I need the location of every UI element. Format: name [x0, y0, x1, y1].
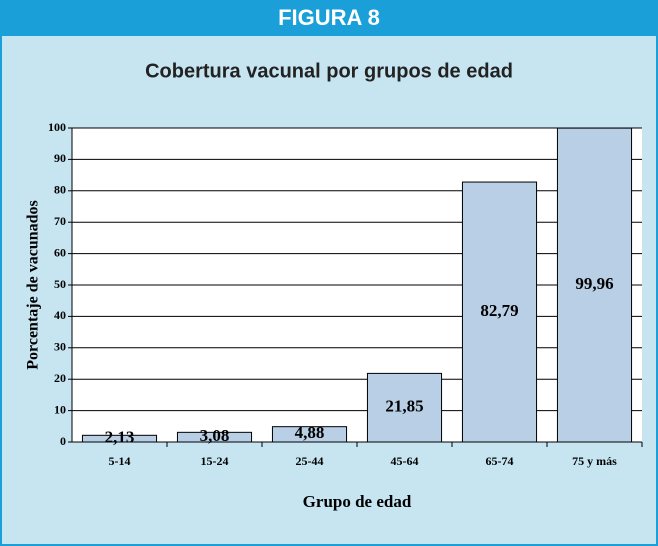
y-tick-label: 0	[60, 434, 66, 448]
data-label: 82,79	[480, 301, 518, 320]
x-tick-label: 5-14	[109, 454, 131, 468]
y-tick-label: 100	[48, 120, 66, 134]
bar	[176, 431, 253, 443]
bar	[556, 127, 633, 443]
data-label: 3,08	[200, 426, 230, 445]
y-tick-label: 40	[54, 308, 66, 322]
bar	[81, 434, 158, 443]
bar	[271, 426, 348, 443]
figure-label: FIGURA 8	[278, 5, 380, 30]
chart-title: Cobertura vacunal por grupos de edad	[145, 60, 513, 82]
y-tick-label: 20	[54, 371, 66, 385]
x-tick-label: 45-64	[391, 454, 419, 468]
data-label: 21,85	[385, 397, 423, 416]
x-tick-label: 25-44	[296, 454, 324, 468]
data-label: 4,88	[295, 423, 325, 442]
bar	[366, 372, 443, 443]
y-tick-label: 90	[54, 151, 66, 165]
x-tick-label: 65-74	[486, 454, 514, 468]
x-axis-title: Grupo de edad	[303, 492, 412, 511]
data-label: 99,96	[575, 274, 613, 293]
y-tick-label: 50	[54, 277, 66, 291]
y-tick-label: 30	[54, 340, 66, 354]
y-tick-label: 10	[54, 402, 66, 416]
y-tick-label: 60	[54, 245, 66, 259]
x-tick-label: 75 y más	[572, 454, 617, 468]
x-tick-label: 15-24	[201, 454, 229, 468]
bar	[461, 181, 538, 443]
y-axis-title: Porcentaje de vacunados	[25, 200, 42, 369]
header-bar	[0, 0, 658, 36]
y-tick-label: 80	[54, 183, 66, 197]
y-tick-label: 70	[54, 214, 66, 228]
data-label: 2,13	[105, 428, 135, 447]
